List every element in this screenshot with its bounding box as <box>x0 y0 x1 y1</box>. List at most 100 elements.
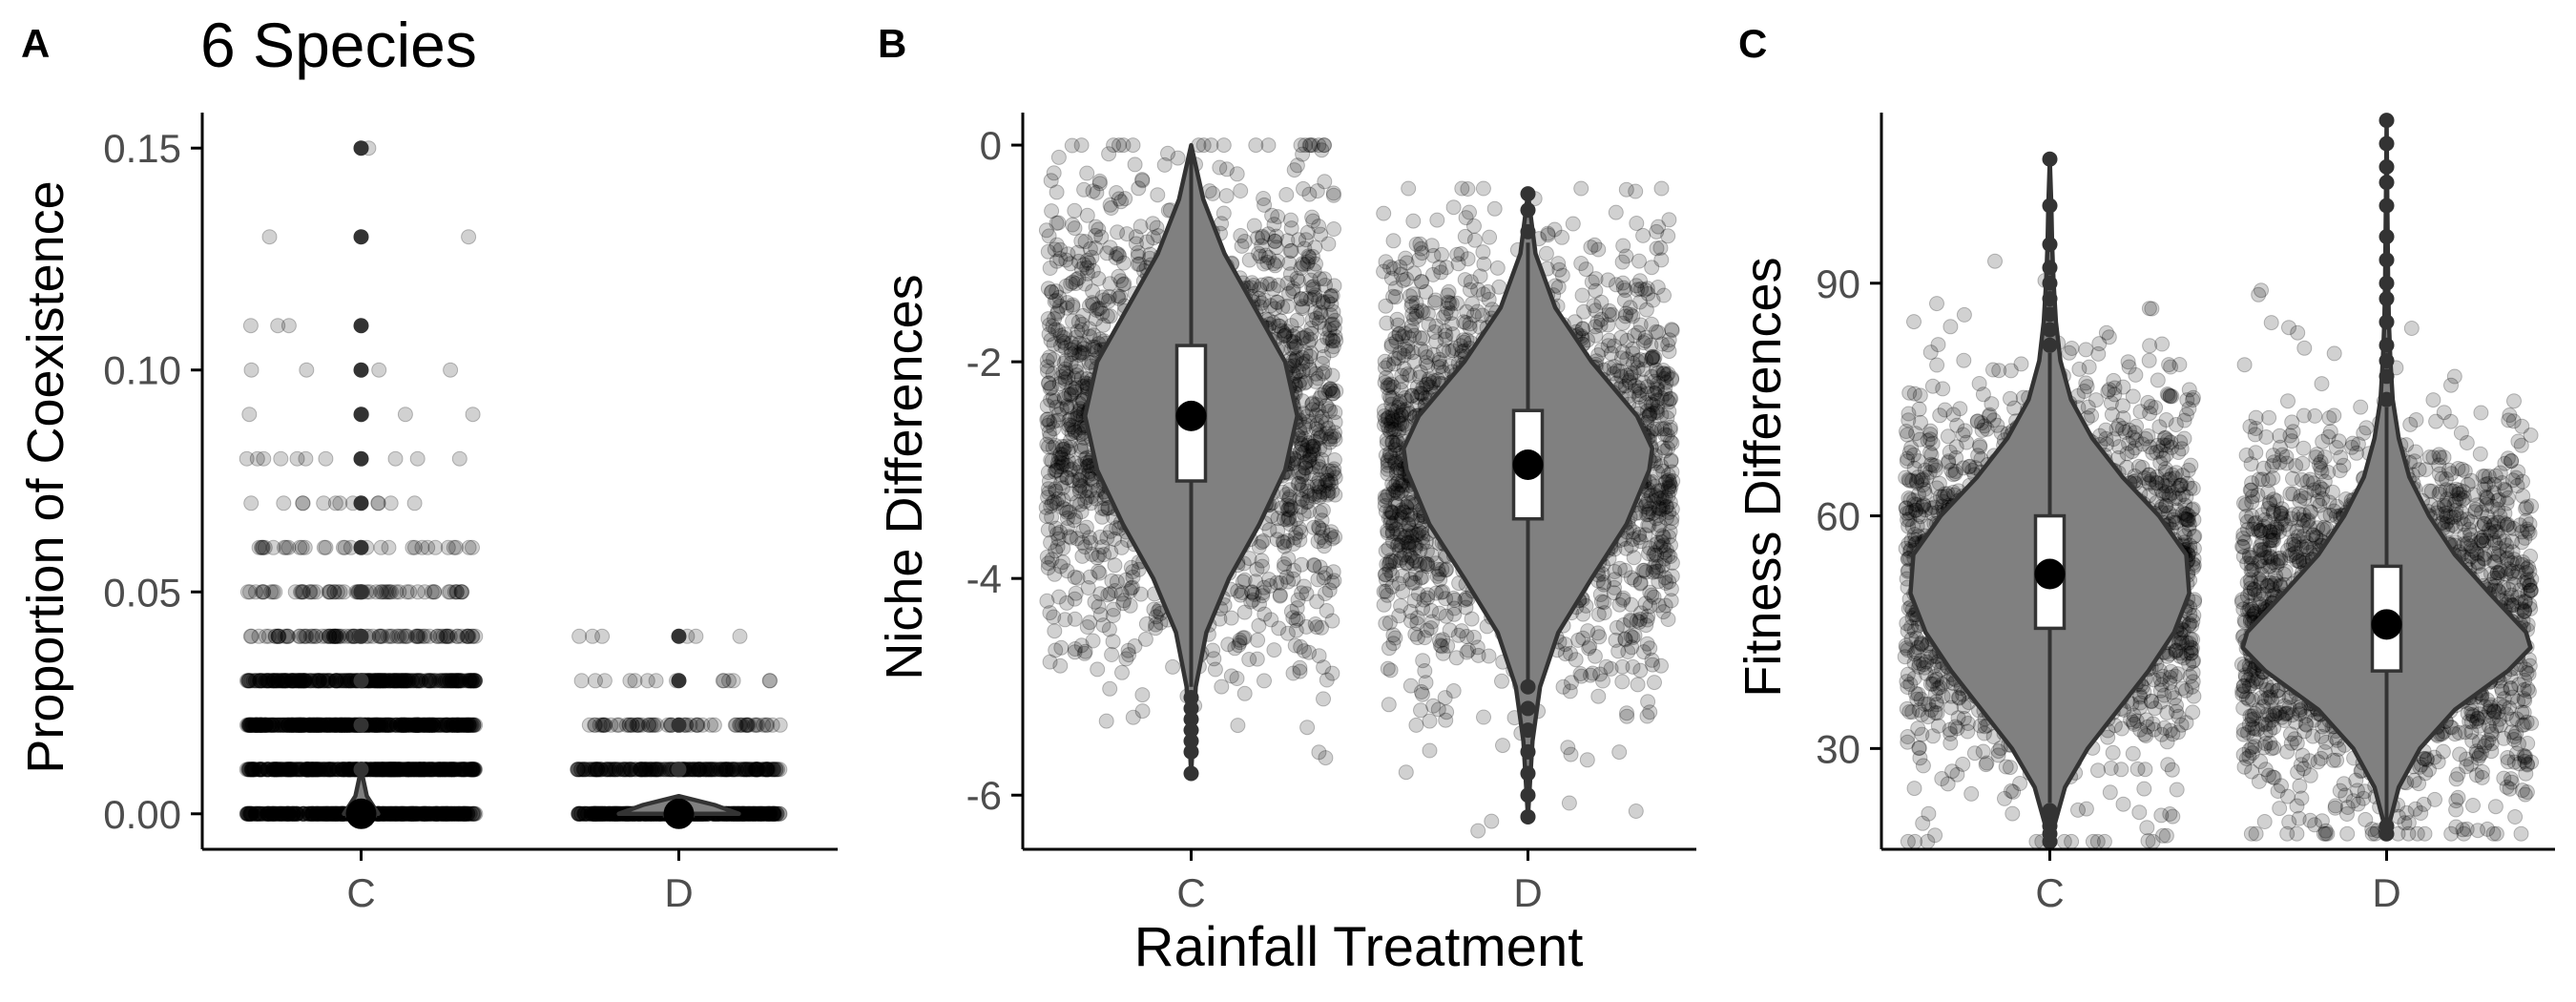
data-point <box>1052 658 1069 674</box>
data-point <box>1323 475 1340 491</box>
data-point <box>1286 340 1302 356</box>
data-point <box>1160 145 1175 161</box>
data-point <box>1287 637 1303 654</box>
data-point <box>466 805 482 822</box>
data-point <box>1040 311 1056 327</box>
data-point <box>393 805 409 822</box>
data-point <box>323 805 340 822</box>
data-point <box>280 318 297 334</box>
data-point <box>1259 276 1276 292</box>
data-point <box>405 805 422 822</box>
data-point <box>384 805 400 822</box>
data-point <box>249 450 265 467</box>
data-point <box>403 805 419 822</box>
data-point <box>263 805 280 822</box>
data-point <box>451 450 467 467</box>
data-point <box>1047 623 1063 639</box>
data-point <box>1299 720 1316 736</box>
data-point <box>1079 207 1095 223</box>
data-point <box>689 717 704 733</box>
data-point <box>246 762 262 778</box>
data-point <box>1131 180 1147 197</box>
data-point <box>1079 619 1095 635</box>
data-point <box>332 495 348 511</box>
data-point <box>381 539 397 555</box>
data-point <box>303 805 320 822</box>
data-point <box>388 717 405 733</box>
data-point <box>1302 331 1319 347</box>
data-point <box>405 805 421 822</box>
data-point <box>332 584 348 600</box>
data-point <box>1101 621 1117 637</box>
data-point <box>1261 522 1278 538</box>
data-point <box>1103 200 1119 216</box>
data-point <box>728 717 744 733</box>
data-point <box>420 539 436 555</box>
data-point <box>395 805 411 822</box>
data-point <box>1283 212 1298 228</box>
data-point <box>434 805 450 822</box>
data-point <box>1325 333 1341 349</box>
data-point <box>1322 288 1339 304</box>
data-point <box>241 407 258 423</box>
panel-a-points <box>239 140 788 822</box>
data-point <box>1263 612 1279 628</box>
data-point <box>1318 750 1334 766</box>
data-point <box>280 805 296 822</box>
data-point <box>269 673 285 689</box>
data-point <box>305 805 322 822</box>
data-point <box>451 805 467 822</box>
data-point <box>465 539 480 555</box>
data-point <box>1319 672 1335 688</box>
data-point <box>443 362 459 378</box>
data-point <box>1067 220 1083 237</box>
data-point <box>315 805 331 822</box>
data-point <box>371 362 387 378</box>
data-point <box>429 805 446 822</box>
data-point <box>1072 439 1089 454</box>
data-point <box>1109 245 1125 261</box>
data-point <box>397 407 413 423</box>
data-point <box>1297 375 1313 391</box>
data-point <box>243 805 260 822</box>
data-point <box>264 805 280 822</box>
data-point <box>1256 191 1272 206</box>
data-point <box>242 805 259 822</box>
data-point <box>637 762 654 778</box>
data-point <box>261 229 278 245</box>
data-point <box>408 717 425 733</box>
data-point <box>429 628 446 644</box>
outlier-point <box>671 717 687 733</box>
data-point <box>457 805 473 822</box>
data-point <box>688 628 704 644</box>
data-point <box>324 805 341 822</box>
data-point <box>1205 185 1221 201</box>
outlier-point <box>353 362 369 378</box>
data-point <box>1039 549 1055 565</box>
data-point <box>1486 200 1503 217</box>
data-point <box>1266 642 1282 658</box>
data-point <box>1317 364 1333 380</box>
data-point <box>447 805 464 822</box>
data-point <box>1318 565 1334 581</box>
data-point <box>620 762 635 778</box>
data-point <box>299 762 315 778</box>
data-point <box>276 495 292 511</box>
data-point <box>1293 137 1309 154</box>
data-point <box>1206 651 1222 667</box>
data-point <box>1300 503 1317 519</box>
data-point <box>281 762 298 778</box>
data-point <box>271 805 287 822</box>
data-point <box>1313 226 1329 242</box>
data-point <box>278 805 294 822</box>
data-point <box>442 805 458 822</box>
data-point <box>439 805 455 822</box>
data-point <box>1317 533 1333 549</box>
data-point <box>1326 221 1341 237</box>
data-point <box>1088 491 1104 507</box>
outlier-point <box>353 717 369 733</box>
outlier-point <box>671 673 687 689</box>
data-point <box>295 495 311 511</box>
data-point <box>336 673 352 689</box>
data-point <box>1288 622 1304 638</box>
